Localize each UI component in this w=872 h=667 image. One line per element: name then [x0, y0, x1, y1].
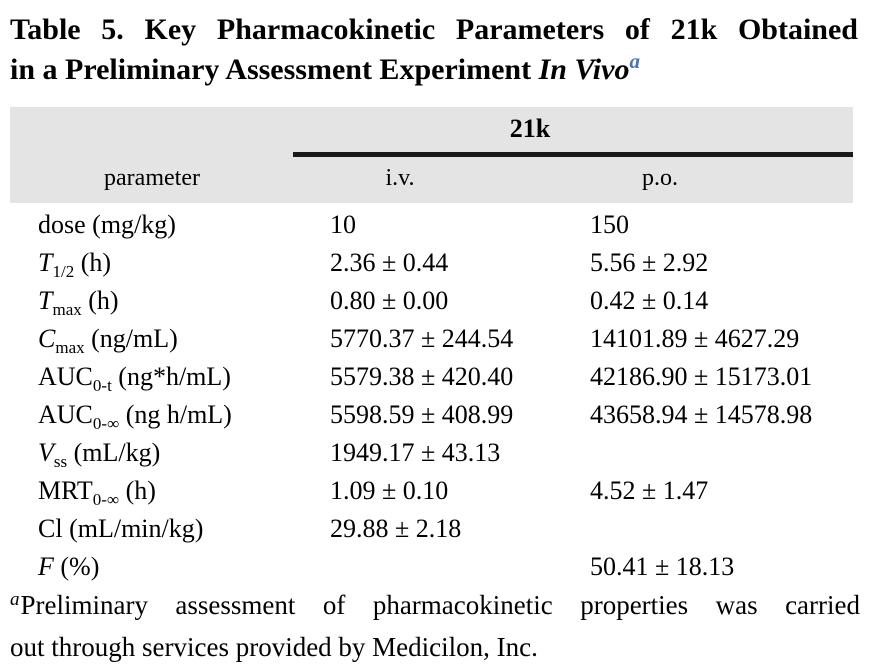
iv-value: 2.36 ± 0.44 [330, 248, 449, 277]
column-group-header: 21k [509, 114, 551, 143]
parameter-label: AUC0-∞ (ng h/mL) [38, 400, 232, 433]
table-title-invivo: In Vivo [538, 53, 630, 86]
column-group-rule [293, 152, 853, 157]
parameter-label: Cl (mL/min/kg) [38, 514, 204, 543]
footnote-line1-text: Preliminary assessment of pharmacokineti… [20, 590, 861, 620]
table-row-c-max: Cmax (ng/mL) 5770.37 ± 244.54 14101.89 ±… [10, 320, 853, 358]
table-title: Table 5. Key Pharmacokinetic Parameters … [10, 10, 858, 92]
po-value: 4.52 ± 1.47 [590, 476, 709, 505]
parameter-label: dose (mg/kg) [38, 210, 176, 239]
iv-value: 5579.38 ± 420.40 [330, 362, 514, 391]
parameter-label: Vss (mL/kg) [38, 438, 161, 471]
po-value: 43658.94 ± 14578.98 [590, 400, 813, 429]
footnote-line2: out through services provided by Medicil… [10, 632, 538, 662]
parameter-label: AUC0-t (ng*h/mL) [38, 362, 231, 395]
iv-value: 5598.59 ± 408.99 [330, 400, 514, 429]
iv-value: 1.09 ± 0.10 [330, 476, 449, 505]
table-row-f: F (%) 50.41 ± 18.13 [10, 548, 853, 586]
parameter-label: Cmax (ng/mL) [38, 324, 178, 357]
po-value: 5.56 ± 2.92 [590, 248, 709, 277]
po-value: 0.42 ± 0.14 [590, 286, 709, 315]
parameter-label: T1/2 (h) [38, 248, 112, 281]
iv-value: 10 [330, 210, 356, 239]
column-header-iv: i.v. [385, 165, 415, 191]
title-footnote-marker: a [629, 49, 640, 73]
table-title-line1: Table 5. Key Pharmacokinetic Parameters … [10, 13, 858, 46]
po-value: 42186.90 ± 15173.01 [590, 362, 813, 391]
iv-value: 5770.37 ± 244.54 [330, 324, 514, 353]
po-value: 150 [590, 210, 629, 239]
parameter-label: Tmax (h) [38, 286, 119, 319]
table-footnote: aPreliminary assessment of pharmacokinet… [10, 586, 860, 666]
iv-value: 29.88 ± 2.18 [330, 514, 462, 543]
po-value [590, 510, 853, 548]
table-row-t-half: T1/2 (h) 2.36 ± 0.44 5.56 ± 2.92 [10, 244, 853, 282]
iv-value: 0.80 ± 0.00 [330, 286, 449, 315]
po-value: 14101.89 ± 4627.29 [590, 324, 800, 353]
table-row-auc-0-inf: AUC0-∞ (ng h/mL) 5598.59 ± 408.99 43658.… [10, 396, 853, 434]
table-row-dose: dose (mg/kg) 10 150 [10, 206, 853, 244]
table-header-band: 21k parameter i.v. p.o. [10, 107, 853, 203]
table-row-auc-0-t: AUC0-t (ng*h/mL) 5579.38 ± 420.40 42186.… [10, 358, 853, 396]
po-value [590, 434, 853, 472]
table-row-vss: Vss (mL/kg) 1949.17 ± 43.13 [10, 434, 853, 472]
table-body: dose (mg/kg) 10 150 T1/2 (h) 2.36 ± 0.44… [10, 206, 853, 586]
iv-value: 1949.17 ± 43.13 [330, 438, 501, 467]
parameter-label: F (%) [38, 552, 100, 581]
table-row-t-max: Tmax (h) 0.80 ± 0.00 0.42 ± 0.14 [10, 282, 853, 320]
column-header-parameter: parameter [104, 165, 200, 191]
table-row-cl: Cl (mL/min/kg) 29.88 ± 2.18 [10, 510, 853, 548]
table-title-line2-text: in a Preliminary Assessment Experiment [10, 53, 539, 86]
footnote-line1: aPreliminary assessment of pharmacokinet… [10, 586, 860, 628]
column-header-po: p.o. [642, 165, 678, 191]
parameter-label: MRT0-∞ (h) [38, 476, 156, 509]
footnote-marker: a [10, 589, 20, 610]
table-title-line2: in a Preliminary Assessment Experiment I… [10, 49, 858, 92]
table-row-mrt: MRT0-∞ (h) 1.09 ± 0.10 4.52 ± 1.47 [10, 472, 853, 510]
po-value: 50.41 ± 18.13 [590, 552, 735, 581]
iv-value [330, 548, 590, 586]
